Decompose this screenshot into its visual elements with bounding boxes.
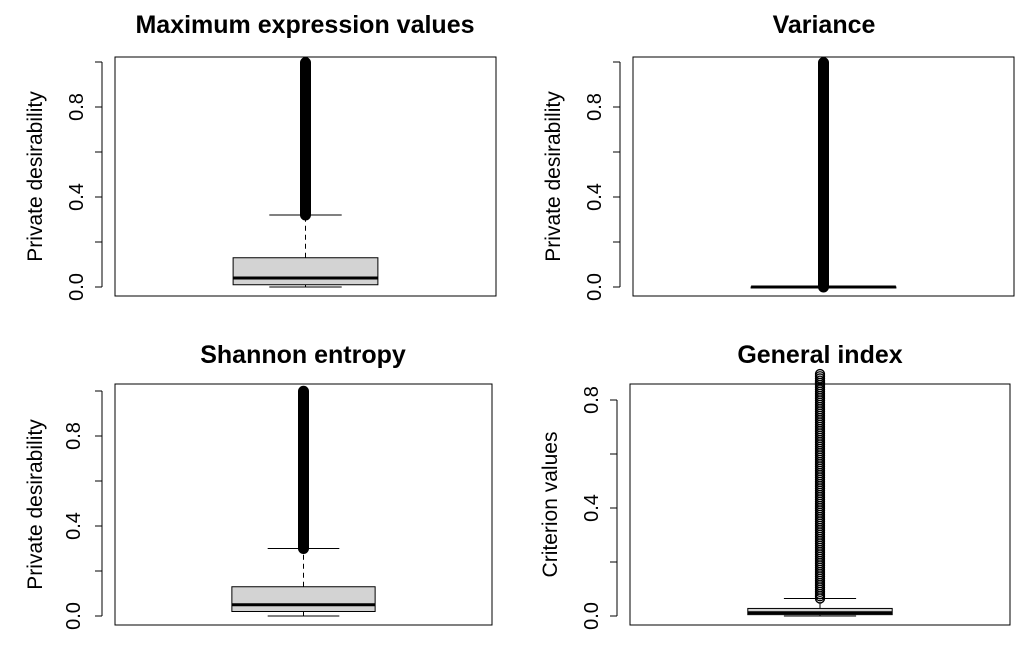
plot-frame bbox=[114, 56, 497, 297]
y-axis-label: Criterion values bbox=[539, 432, 562, 578]
y-axis-label: Private desirability bbox=[24, 419, 47, 590]
y-tick-label: 0.8 bbox=[584, 93, 606, 121]
plot-frame bbox=[632, 56, 1015, 297]
outlier-point bbox=[300, 57, 311, 69]
chart-panel-1: Maximum expression values Private desirab… bbox=[24, 11, 497, 301]
chart-panel-2: Variance Private desirability 0.0 0.4 0.8 bbox=[542, 11, 1015, 301]
y-tick-label: 0.8 bbox=[63, 422, 85, 450]
y-tick-label: 0.0 bbox=[66, 273, 88, 301]
chart-panel-3: Shannon entropy Private desirability 0.0 0.… bbox=[24, 341, 493, 630]
outlier-point bbox=[298, 385, 309, 397]
y-tick-label: 0.4 bbox=[66, 183, 88, 211]
y-tick-label: 0.8 bbox=[581, 386, 603, 414]
chart-title: Variance bbox=[773, 11, 876, 39]
chart-title: Shannon entropy bbox=[200, 341, 406, 369]
y-axis-label: Private desirability bbox=[24, 91, 47, 262]
iqr-box bbox=[232, 257, 379, 286]
y-axis-label: Private desirability bbox=[542, 91, 565, 262]
y-tick-label: 0.4 bbox=[584, 183, 606, 211]
chart-panel-4: General index Criterion values 0.0 0.4 0.8 bbox=[539, 341, 1011, 630]
y-tick-label: 0.8 bbox=[66, 93, 88, 121]
y-tick-label: 0.0 bbox=[581, 602, 603, 630]
y-tick-label: 0.4 bbox=[581, 494, 603, 522]
y-tick-label: 0.0 bbox=[584, 273, 606, 301]
chart-title: Maximum expression values bbox=[135, 11, 474, 39]
iqr-box bbox=[231, 586, 376, 612]
y-tick-label: 0.4 bbox=[63, 512, 85, 540]
plot-frame bbox=[629, 383, 1011, 626]
outlier-point bbox=[818, 57, 829, 69]
outlier-point bbox=[814, 368, 826, 380]
chart-title: General index bbox=[737, 341, 902, 369]
y-tick-label: 0.0 bbox=[63, 602, 85, 630]
plot-frame bbox=[114, 383, 493, 626]
